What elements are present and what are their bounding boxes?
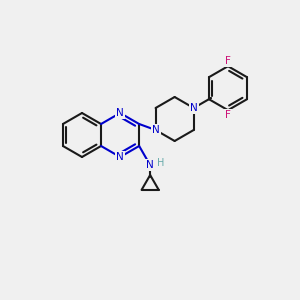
Text: N: N <box>190 103 198 113</box>
Text: F: F <box>225 56 231 66</box>
Text: N: N <box>146 160 154 170</box>
Text: F: F <box>225 110 231 120</box>
Text: N: N <box>152 125 160 135</box>
Text: N: N <box>116 152 124 162</box>
Text: H: H <box>157 158 164 168</box>
Text: N: N <box>116 108 124 118</box>
